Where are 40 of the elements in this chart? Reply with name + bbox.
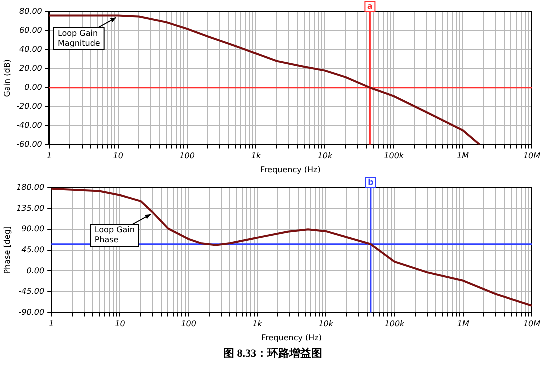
y-tick-label: 0.00 (24, 82, 42, 92)
y-tick-label: 40.00 (19, 45, 42, 54)
x-tick-label: 100k (384, 152, 404, 161)
x-tick-label: 100 (180, 152, 195, 161)
y-tick-label: 80.00 (19, 7, 42, 16)
y-tick-label: 0.00 (26, 266, 45, 276)
ref-line-label: b (368, 178, 374, 188)
y-tick-label: 45.00 (22, 245, 45, 254)
x-axis-title: Frequency (Hz) (260, 165, 321, 174)
x-tick-label: 1k (251, 152, 262, 161)
x-tick-label: 10 (115, 320, 126, 329)
y-tick-label: -40.00 (16, 120, 42, 130)
y-tick-label: -60.00 (16, 140, 42, 149)
x-tick-label: 1 (49, 320, 54, 329)
x-tick-label: 10k (318, 320, 334, 329)
y-axis-title: Phase [deg] (2, 226, 12, 274)
y-tick-label: -90.00 (18, 308, 45, 317)
x-tick-label: 1M (457, 152, 470, 161)
x-tick-label: 10M (523, 320, 541, 329)
x-tick-label: 1k (252, 320, 263, 329)
caption: 图 8.33：环路增益图 (222, 346, 324, 361)
x-tick-label: 10k (318, 152, 333, 161)
y-tick-label: 180.00 (16, 183, 45, 192)
x-tick-label: 1 (46, 152, 52, 161)
y-axis-title: Gain (dB) (2, 60, 12, 98)
ref-line-label: a (368, 2, 373, 12)
x-axis-title: Frequency (Hz) (262, 333, 322, 342)
x-tick-label: 10M (523, 152, 541, 161)
annotation: Loop Gain Phase (94, 226, 135, 245)
annotation: Loop Gain Magnitude (58, 28, 100, 48)
y-tick-label: 90.00 (22, 224, 45, 234)
y-tick-label: 20.00 (19, 64, 42, 73)
y-tick-label: -20.00 (16, 102, 42, 111)
x-tick-label: 100k (384, 320, 406, 329)
x-tick-label: 1M (457, 320, 470, 329)
y-tick-label: 135.00 (16, 204, 45, 213)
x-tick-label: 10 (113, 152, 124, 161)
y-tick-label: 60.00 (19, 26, 42, 36)
y-tick-label: -45.00 (18, 287, 45, 296)
x-tick-label: 100 (181, 320, 196, 329)
